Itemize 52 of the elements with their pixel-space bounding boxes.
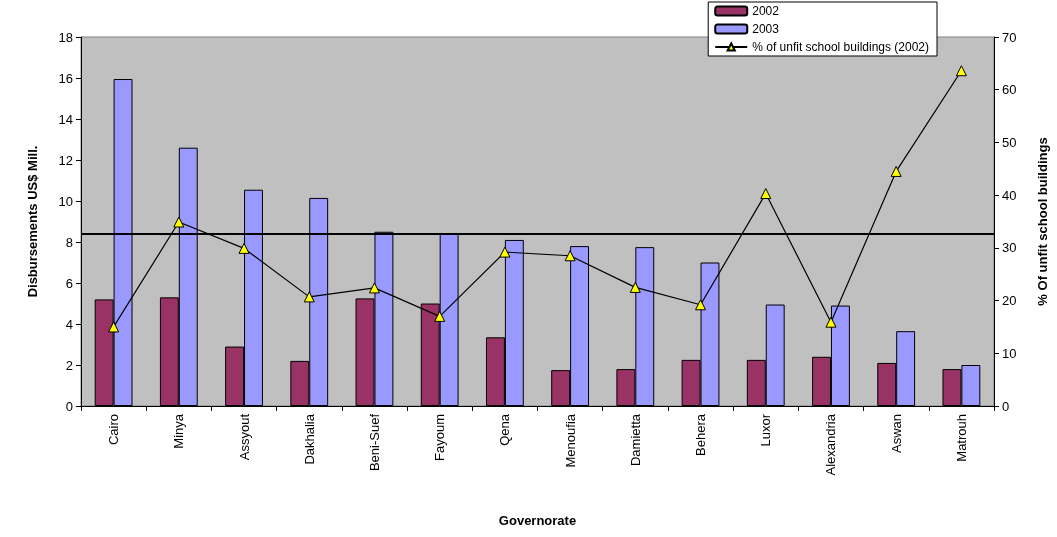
y-tick-label: 0 [65,398,73,414]
x-tick-label: Beni-Suef [366,413,382,472]
y-tick-label: 16 [58,70,73,86]
point [564,250,576,262]
point [955,65,967,77]
x-tick-label: Damietta [627,413,643,467]
y-tick-label: 4 [65,316,73,332]
point [368,282,380,294]
x-tick-label: Assyout [236,413,252,461]
point [303,291,315,303]
point [238,242,250,254]
point [108,321,120,333]
legend-label: 2002 [752,4,780,18]
y2-tick-label: 50 [1002,134,1017,150]
x-tick-label: Minya [171,413,187,449]
y-tick-label: 18 [58,29,73,45]
point [825,316,837,328]
point [434,310,446,322]
x-tick-label: Matrouh [953,414,969,462]
y-axis-title: Disbursements US$ Mill. [25,145,40,298]
y2-tick-label: 60 [1002,82,1017,98]
y2-tick-label: 30 [1002,240,1017,256]
y-tick-label: 12 [58,152,73,168]
x-tick-label: Aswan [888,414,904,454]
y-tick-label: 6 [65,275,73,291]
y2-tick-label: 70 [1002,29,1017,45]
x-tick-label: Dakhalia [301,413,317,465]
point [499,246,511,258]
y-tick-label: 8 [65,234,73,250]
x-tick-label: Luxor [758,413,774,447]
x-tick-label: Alexandria [823,413,839,476]
y2-tick-label: 0 [1002,398,1010,414]
x-tick-label: Fayoum [432,414,448,461]
point [173,216,185,228]
point [695,299,707,311]
y2-tick-label: 40 [1002,187,1017,203]
x-tick-label: Cairo [106,414,122,446]
x-axis-title: Governorate [498,513,577,528]
legend-label: 2003 [752,22,780,36]
y-tick-label: 10 [58,193,73,209]
x-tick-label: Behera [693,413,709,456]
y2-axis-title: % Of unfit school buildings [1035,137,1050,306]
point [890,165,902,177]
point [629,281,641,293]
y2-tick-label: 20 [1002,293,1017,309]
point [760,188,772,200]
x-tick-label: Menoufia [562,413,578,468]
y-tick-label: 14 [58,111,73,127]
y2-tick-label: 10 [1002,345,1017,361]
x-tick-label: Qena [497,413,513,446]
y-tick-label: 2 [65,357,73,373]
legend-label: % of unfit school buildings (2002) [752,40,930,54]
